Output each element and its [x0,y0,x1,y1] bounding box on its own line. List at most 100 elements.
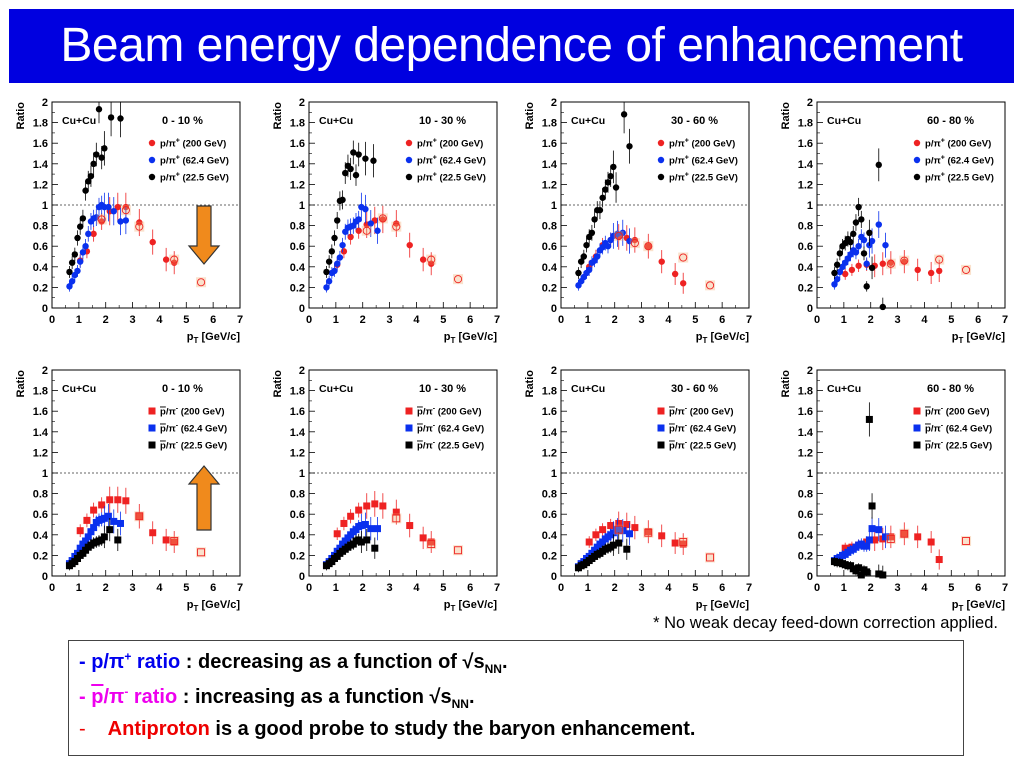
y-tick-label: 1.6 [798,138,813,150]
data-point [863,542,871,550]
data-point [406,522,414,530]
legend-entry: p/π- (200 GeV) [160,406,225,418]
legend-energy: (22.5 GeV) [437,173,486,184]
data-point [901,258,908,265]
system-label: Cu+Cu [827,383,861,395]
data-point [79,215,87,222]
slide-title: Beam energy dependence of enhancement [60,19,963,72]
open-point [454,546,463,555]
y-axis-title: Ratio [15,102,27,130]
legend-sup: + [941,172,945,179]
y-tick-label: 0.2 [290,282,305,294]
legend-sup: - [433,423,436,430]
y-tick-label: 1.6 [33,406,48,418]
open-point [962,265,971,274]
data-point [74,234,81,242]
x-tick-label: 5 [183,582,189,594]
y-tick-label: 0 [42,571,48,583]
data-point [79,249,87,256]
data-point [645,243,652,250]
legend-energy: (22.5 GeV) [945,173,994,184]
x-tick-label: 3 [387,314,393,326]
system-label: Cu+Cu [319,383,353,395]
data-point [162,536,170,544]
data-point [171,259,178,266]
data-point [95,106,103,113]
open-point [454,275,463,284]
systematic-band [391,221,402,232]
x-axis-title-unit: [GeV/c] [455,599,497,611]
legend-energy: (200 GeV) [180,139,226,150]
x-tick-label: 4 [921,582,928,594]
data-point [887,259,895,266]
legend-marker [405,156,413,164]
data-point [107,114,115,121]
summary-l2-text: : increasing as a function √sNN. [177,685,475,711]
data-point [596,206,604,214]
data-point [855,243,862,250]
legend-p: p [925,139,931,150]
y-tick-label: 0.8 [290,221,305,233]
legend-sup: - [941,440,944,447]
x-tick-label: 0 [814,314,820,326]
legend-marker [657,407,665,415]
y-tick-label: 0.2 [290,550,305,562]
y-tick-label: 0.2 [542,550,557,562]
legend-sup: + [433,155,437,162]
legend-pi: /π [423,139,434,150]
legend-marker [657,441,665,449]
data-point [116,519,124,527]
legend-energy: (62.4 GeV) [687,424,736,435]
title-bar: Beam energy dependence of enhancement [9,9,1014,83]
data-point [631,524,639,532]
legend-pi: /π [166,156,177,167]
x-axis-title-sub: T [194,336,199,345]
systematic-band [377,213,388,224]
data-point [76,544,84,552]
open-point [679,253,688,262]
x-tick-label: 1 [333,582,339,594]
data-point [875,526,883,534]
data-point [671,539,679,547]
legend-sup: + [685,138,689,145]
systematic-band [134,221,145,232]
data-point [370,157,377,164]
data-point [625,530,633,538]
data-point [340,519,348,527]
legend-p: p [669,441,675,452]
data-point [858,216,865,223]
data-point [74,267,81,275]
data-point [428,260,435,267]
y-tick-label: 1.2 [290,447,305,459]
data-point [935,556,943,564]
legend-sup: + [941,155,945,162]
legend-entry: p/π- (62.4 GeV) [669,423,736,435]
systematic-band [120,205,131,216]
data-point [350,149,357,156]
open-point [197,278,206,287]
x-axis-title: pT [GeV/c] [187,331,241,345]
data-point [340,248,348,255]
y-tick-label: 0.6 [33,241,48,253]
y-tick-label: 0.2 [798,550,813,562]
data-point [623,521,631,528]
legend-marker [657,424,665,432]
y-tick-label: 1.8 [33,118,48,130]
data-point [860,250,868,257]
legend-pi: /π [166,173,177,184]
legend-sup: + [941,138,945,145]
legend-marker [913,407,921,415]
x-tick-label: 3 [130,582,136,594]
data-point [602,186,609,193]
y-tick-label: 0.2 [798,282,813,294]
systematic-band [705,280,716,291]
systematic-band [705,552,716,563]
legend-marker [913,424,921,432]
y-tick-label: 1.2 [33,447,48,459]
open-point [644,528,653,537]
data-point [76,527,84,535]
legend-entry: p/π- (200 GeV) [925,406,990,418]
data-point [607,522,615,530]
legend-energy: (200 GeV) [178,407,224,418]
data-point [865,415,873,423]
